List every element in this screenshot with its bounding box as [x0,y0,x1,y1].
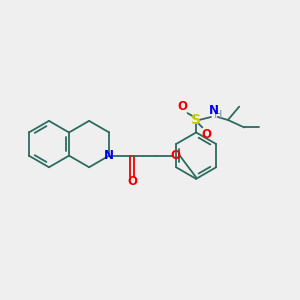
Text: H: H [214,110,222,120]
Text: S: S [191,113,201,127]
Text: N: N [104,149,114,162]
Text: O: O [178,100,188,113]
Text: O: O [202,128,212,141]
Text: O: O [128,175,137,188]
Text: O: O [171,149,181,162]
Text: N: N [209,104,219,117]
